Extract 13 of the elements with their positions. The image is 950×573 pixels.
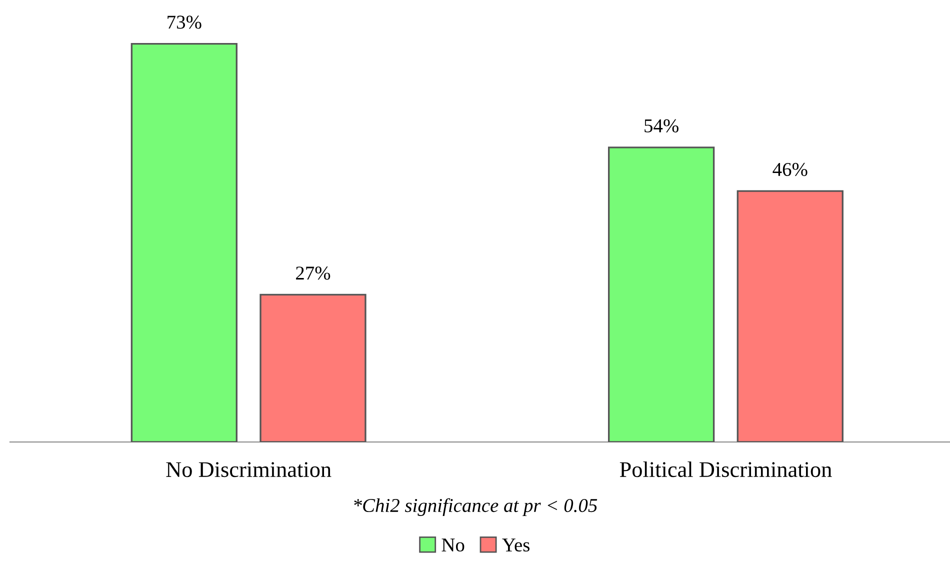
- x-tick-label: Political Discrimination: [620, 461, 832, 478]
- bar: [736, 190, 844, 442]
- legend-label: No: [442, 538, 464, 552]
- bar: [130, 42, 238, 442]
- bar: [260, 294, 366, 442]
- data-label: 27%: [296, 266, 330, 280]
- legend-label: Yes: [502, 538, 530, 552]
- data-label: 73%: [168, 16, 202, 29]
- data-label: 54%: [644, 119, 678, 132]
- data-label: 46%: [772, 162, 808, 176]
- bar: [608, 146, 715, 442]
- text: *Chi2 significance at pr < 0.05: [354, 498, 598, 516]
- x-tick-label: No Discrimination: [166, 462, 332, 478]
